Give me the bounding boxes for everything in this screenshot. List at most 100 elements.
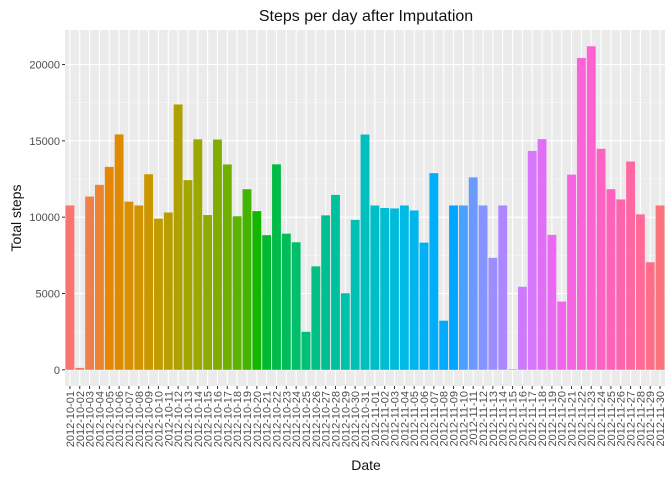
bar-2012-11-14: [498, 205, 508, 370]
x-tick-label: 2012-10-03: [85, 391, 97, 447]
bar-2012-10-06: [114, 134, 124, 370]
x-tick-label: 2012-11-19: [547, 391, 559, 446]
bar-2012-11-06: [419, 242, 429, 370]
bar-2012-11-05: [409, 210, 419, 370]
x-tick-label: 2012-11-12: [478, 391, 490, 446]
bar-2012-10-24: [291, 242, 301, 370]
x-tick-label: 2012-10-05: [104, 391, 116, 447]
x-tick-label: 2012-11-26: [616, 391, 628, 446]
bar-2012-10-04: [95, 184, 104, 370]
bar-2012-10-12: [173, 104, 183, 370]
y-tick-label: 0: [54, 365, 60, 377]
x-tick-label: 2012-10-17: [222, 391, 234, 447]
x-tick-label: 2012-10-26: [311, 391, 323, 447]
bar-2012-11-18: [537, 139, 547, 370]
x-tick-label: 2012-10-22: [271, 391, 283, 447]
x-tick-label: 2012-11-08: [439, 391, 451, 446]
x-tick-label: 2012-11-09: [449, 391, 461, 446]
bar-2012-10-16: [213, 139, 222, 370]
x-tick-label: 2012-11-07: [429, 391, 441, 446]
bar-2012-10-07: [124, 201, 134, 370]
bar-2012-11-02: [380, 208, 390, 370]
bar-2012-11-03: [390, 208, 399, 370]
x-tick-label: 2012-11-22: [576, 391, 588, 446]
x-tick-label: 2012-11-24: [596, 391, 608, 446]
bar-2012-10-09: [144, 174, 154, 370]
x-tick-label: 2012-10-07: [124, 391, 136, 447]
bar-2012-11-22: [576, 57, 586, 370]
x-tick-label: 2012-11-20: [557, 391, 569, 446]
y-axis-title: Total steps: [8, 185, 24, 252]
bar-2012-11-21: [567, 174, 576, 370]
x-axis-title: Date: [351, 457, 381, 473]
x-tick-label: 2012-10-11: [163, 391, 175, 446]
x-tick-label: 2012-11-18: [537, 391, 549, 446]
x-tick-label: 2012-10-23: [281, 391, 293, 447]
x-tick-label: 2012-11-04: [399, 391, 411, 446]
bar-2012-10-05: [104, 166, 114, 370]
bar-2012-11-15: [508, 369, 517, 370]
x-tick-label: 2012-10-19: [242, 391, 254, 447]
x-tick-label: 2012-11-25: [606, 391, 618, 446]
bar-2012-11-20: [557, 301, 567, 370]
x-tick-label: 2012-10-30: [350, 391, 362, 447]
x-tick-label: 2012-10-29: [340, 391, 352, 447]
x-tick-label: 2012-11-06: [419, 391, 431, 446]
x-tick-label: 2012-10-02: [75, 391, 87, 447]
y-axis: 0 5000 10000 15000 20000: [29, 60, 65, 377]
bar-2012-11-26: [616, 199, 626, 370]
bar-2012-11-30: [655, 205, 665, 370]
bar-2012-11-23: [586, 46, 596, 370]
bar-2012-11-25: [606, 189, 616, 370]
x-tick-label: 2012-10-06: [114, 391, 126, 447]
x-tick-label: 2012-10-08: [134, 391, 146, 447]
x-tick-label: 2012-11-02: [380, 391, 392, 446]
x-tick-label: 2012-10-10: [153, 391, 165, 447]
bar-2012-10-01: [65, 205, 75, 370]
chart-title: Steps per day after Imputation: [259, 8, 473, 25]
x-tick-label: 2012-11-30: [655, 391, 667, 446]
bar-2012-11-11: [468, 177, 478, 370]
y-tick-label: 10000: [29, 212, 60, 224]
x-tick-label: 2012-11-28: [635, 391, 647, 446]
bar-2012-10-23: [281, 233, 291, 370]
bar-2012-11-09: [449, 205, 458, 370]
x-tick-label: 2012-10-01: [65, 391, 77, 447]
x-tick-label: 2012-11-03: [390, 391, 402, 446]
x-tick-label: 2012-10-18: [232, 391, 244, 447]
x-tick-label: 2012-10-31: [360, 391, 372, 447]
bar-2012-11-19: [547, 234, 557, 370]
bar-2012-10-26: [311, 266, 321, 370]
bar-2012-11-29: [645, 262, 655, 370]
bar-2012-10-31: [360, 134, 370, 370]
x-tick-label: 2012-10-04: [94, 391, 106, 447]
x-tick-label: 2012-11-15: [508, 391, 520, 446]
bar-2012-10-08: [134, 205, 144, 370]
x-tick-label: 2012-10-14: [193, 391, 205, 447]
bar-2012-11-27: [626, 161, 635, 370]
bar-2012-10-10: [154, 218, 163, 370]
bar-2012-10-21: [262, 235, 272, 370]
x-tick-label: 2012-10-20: [252, 391, 264, 447]
bar-2012-10-22: [272, 164, 281, 370]
y-tick-label: 15000: [29, 136, 60, 148]
x-tick-label: 2012-10-16: [212, 391, 224, 447]
x-tick-label: 2012-11-27: [626, 391, 638, 446]
bar-2012-11-24: [596, 148, 606, 370]
bar-2012-11-13: [488, 257, 498, 370]
y-tick-label: 20000: [29, 60, 60, 72]
x-tick-label: 2012-10-09: [144, 391, 156, 447]
x-tick-label: 2012-11-14: [498, 391, 510, 446]
x-tick-label: 2012-11-13: [488, 391, 500, 446]
bar-2012-10-03: [85, 196, 95, 370]
bar-2012-11-07: [429, 173, 439, 370]
bar-2012-10-28: [331, 194, 340, 370]
bar-2012-10-25: [301, 331, 311, 370]
x-tick-label: 2012-11-01: [370, 391, 382, 446]
bar-2012-10-27: [321, 215, 331, 370]
bar-2012-10-29: [340, 293, 350, 370]
bar-2012-11-10: [458, 205, 468, 370]
x-tick-label: 2012-11-17: [527, 391, 539, 446]
bar-2012-11-16: [517, 286, 527, 370]
bar-2012-11-08: [439, 320, 449, 370]
